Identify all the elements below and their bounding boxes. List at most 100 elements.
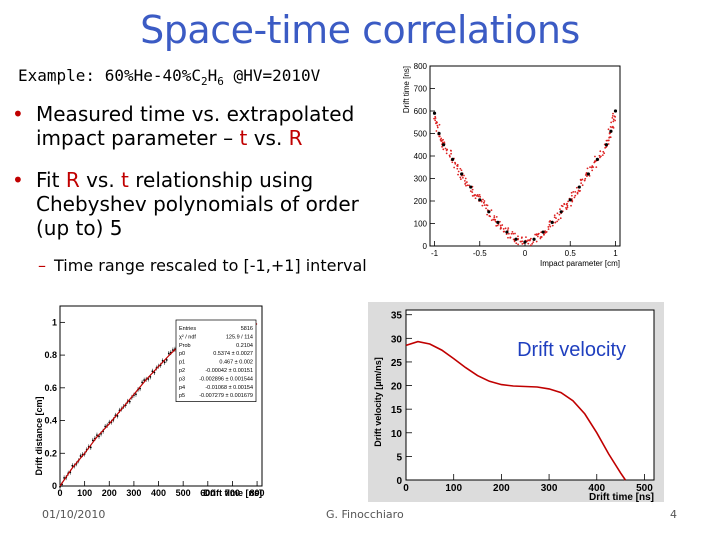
scatter-noise-point: [553, 216, 556, 219]
scatter-noise-point: [503, 230, 506, 233]
scatter-noise-point: [459, 178, 462, 181]
scatter-noise-point: [507, 236, 509, 239]
data-point: [559, 210, 563, 214]
data-point: [532, 237, 536, 241]
scatter-noise-point: [594, 155, 596, 158]
x-tick-label: -0.5: [473, 249, 487, 258]
scatter-noise-point: [448, 155, 451, 158]
stats-label: p5: [179, 393, 185, 399]
scatter-noise-point: [474, 197, 477, 200]
scatter-noise-point: [493, 216, 496, 219]
scatter-noise-point: [609, 126, 612, 128]
scatter-noise-point: [485, 207, 487, 210]
scatter-noise-point: [469, 190, 472, 192]
scatter-noise-point: [511, 231, 514, 233]
y-axis-label: Drift velocity [μm/ns]: [373, 357, 383, 447]
scatter-noise-point: [463, 179, 466, 182]
scatter-noise-point: [442, 148, 445, 151]
scatter-noise-point: [434, 119, 437, 122]
scatter-noise-point: [465, 184, 467, 187]
stats-label: p1: [179, 360, 185, 366]
scatter-noise-point: [614, 119, 617, 122]
y-tick-label: 30: [391, 334, 403, 345]
y-axis-label: Drift distance [cm]: [34, 396, 44, 475]
scatter-noise-point: [525, 236, 527, 239]
stats-value: -0.007279 ± 0.001679: [199, 393, 253, 399]
scatter-noise-point: [488, 215, 491, 217]
scatter-noise-point: [438, 135, 441, 138]
scatter-noise-point: [549, 225, 552, 228]
scatter-noise-point: [570, 194, 573, 197]
data-point: [59, 485, 61, 488]
scatter-noise-point: [481, 204, 484, 207]
y-tick-label: 1: [52, 317, 57, 327]
scatter-noise-point: [581, 178, 584, 181]
scatter-noise-point: [613, 115, 616, 118]
stats-value: 5816: [241, 326, 253, 332]
scatter-noise-point: [574, 190, 577, 193]
scatter-noise-point: [471, 191, 474, 194]
data-point: [496, 220, 500, 224]
x-tick-label: -1: [431, 249, 439, 258]
x-tick-label: 1: [613, 249, 618, 258]
y-tick-label: 0: [52, 481, 57, 491]
footer-date: 01/10/2010: [42, 508, 106, 521]
data-point: [451, 157, 455, 161]
data-point: [167, 352, 170, 355]
scatter-noise-point: [583, 179, 586, 182]
scatter-noise-point: [521, 240, 524, 243]
y-tick-label: 5: [396, 452, 402, 463]
x-tick-label: 400: [151, 488, 166, 498]
data-point: [163, 361, 166, 364]
scatter-noise-point: [602, 150, 605, 153]
scatter-noise-point: [556, 212, 559, 215]
scatter-noise-point: [436, 126, 439, 129]
scatter-noise-point: [549, 220, 552, 222]
scatter-noise-point: [480, 200, 483, 203]
scatter-noise-point: [478, 193, 481, 196]
data-point: [487, 210, 491, 214]
scatter-noise-point: [544, 230, 546, 232]
scatter-noise-point: [521, 243, 524, 245]
scatter-noise-point: [494, 218, 497, 221]
plot-frame: [405, 309, 655, 481]
x-tick-label: 300: [126, 488, 141, 498]
scatter-noise-point: [563, 202, 566, 205]
scatter-noise-point: [495, 224, 498, 227]
scatter-noise-point: [584, 174, 587, 176]
scatter-noise-point: [576, 191, 579, 194]
stats-value: -0.01068 ± 0.00154: [205, 385, 253, 391]
stats-value: 125.9 / 114: [226, 334, 253, 340]
bullet-dot-icon: •: [12, 102, 24, 126]
sub-bullet: – Time range rescaled to [-1,+1] interval: [38, 256, 367, 275]
scatter-noise-point: [464, 177, 467, 180]
scatter-noise-point: [598, 154, 601, 157]
data-point: [143, 379, 146, 381]
data-point: [541, 230, 545, 234]
scatter-noise-point: [537, 232, 540, 235]
scatter-noise-point: [566, 206, 569, 209]
footer-page: 4: [670, 508, 677, 521]
scatter-noise-point: [580, 179, 582, 182]
scatter-noise-point: [456, 167, 459, 170]
bullet-2-part-a: Fit: [36, 168, 66, 192]
scatter-noise-point: [482, 198, 484, 201]
x-tick-label: 400: [588, 483, 605, 494]
scatter-noise-point: [490, 219, 493, 222]
x-axis-label: Impact parameter [cm]: [540, 259, 620, 268]
example-prefix: Example: 60%He-40%C: [18, 66, 202, 85]
scatter-noise-point: [456, 163, 459, 166]
bullet-2-part-b: vs.: [79, 168, 122, 192]
scatter-noise-point: [548, 223, 551, 226]
scatter-noise-point: [557, 218, 560, 221]
scatter-noise-point: [558, 213, 561, 216]
sub-bullet-text: Time range rescaled to [-1,+1] interval: [54, 256, 367, 275]
scatter-noise-point: [434, 117, 437, 120]
data-point: [96, 434, 98, 437]
scatter-noise-point: [534, 233, 537, 236]
x-tick-label: 0: [57, 488, 62, 498]
y-axis-label: Drift time [ns]: [402, 66, 411, 113]
x-tick-label: 200: [493, 483, 510, 494]
stats-value: 0.5374 ± 0.0027: [213, 351, 253, 357]
scatter-noise-point: [441, 141, 444, 144]
